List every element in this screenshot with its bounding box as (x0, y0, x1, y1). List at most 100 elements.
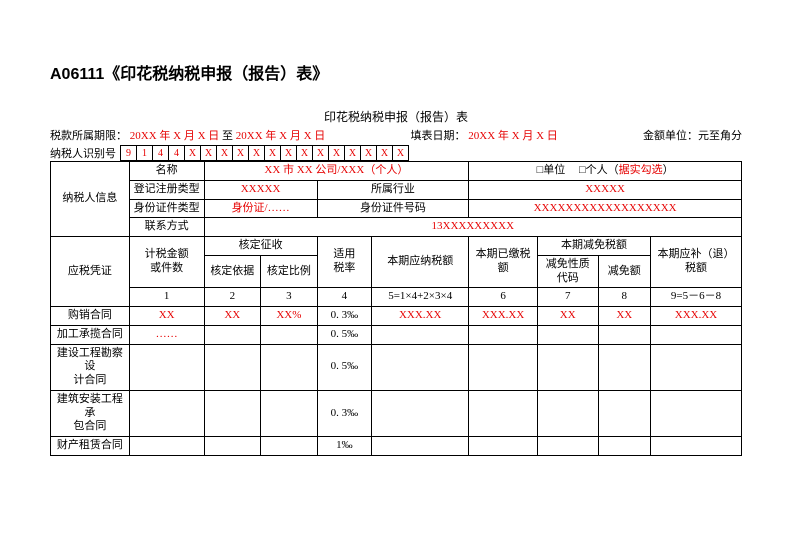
col-rate: 适用税率 (317, 237, 372, 288)
cell (204, 390, 261, 436)
fill-date-block: 填表日期： 20XX 年 X 月 X 日 (325, 127, 643, 143)
regtype-value: XXXXX (204, 180, 317, 199)
industry-label: 所属行业 (317, 180, 469, 199)
col-reduction-code: 减免性质代码 (537, 255, 598, 288)
col-voucher: 应税凭证 (51, 237, 130, 307)
table-row: 购销合同XXXXXX%0. 3‰XXX.XXXXX.XXXXXXXXX.XX (51, 307, 742, 326)
taxpayer-id-char: X (217, 145, 233, 161)
cell (261, 390, 318, 436)
taxpayer-id-char: X (265, 145, 281, 161)
regtype-label: 登记注册类型 (129, 180, 204, 199)
taxpayer-id-char: X (361, 145, 377, 161)
idtype-label: 身份证件类型 (129, 199, 204, 218)
idx-4: 4 (317, 288, 372, 307)
cell (204, 437, 261, 456)
cell (469, 437, 538, 456)
cell (372, 437, 469, 456)
period-block: 税款所属期限： 20XX 年 X 月 X 日 至 20XX 年 X 月 X 日 (50, 127, 325, 143)
cell (537, 390, 598, 436)
entity-type-cell: □单位 □个人（据实勾选） (469, 162, 742, 181)
taxpayer-id-char: X (281, 145, 297, 161)
taxpayer-id-char: X (313, 145, 329, 161)
cell: XXX.XX (372, 307, 469, 326)
taxpayer-id-char: X (345, 145, 361, 161)
idx-3: 3 (261, 288, 318, 307)
taxpayer-id-char: X (201, 145, 217, 161)
taxpayer-id-char: X (377, 145, 393, 161)
cell (261, 344, 318, 390)
col-reduction-code-text: 减免性质代码 (546, 258, 590, 284)
idx-1: 1 (129, 288, 204, 307)
subtitle: 印花税纳税申报（报告）表 (50, 108, 742, 125)
meta-row: 税款所属期限： 20XX 年 X 月 X 日 至 20XX 年 X 月 X 日 … (50, 127, 742, 143)
col-refund: 本期应补（退）税额 (651, 237, 742, 288)
idx-6: 6 (469, 288, 538, 307)
cell (598, 325, 651, 344)
col-paid: 本期已缴税额 (469, 237, 538, 288)
info-section-label: 纳税人信息 (51, 162, 130, 237)
cell (537, 344, 598, 390)
col-rate-text: 适用税率 (333, 248, 355, 274)
main-table: 纳税人信息 名称 XX 市 XX 公司/XXX（个人） □单位 □个人（据实勾选… (50, 161, 742, 456)
person-note: 据实勾选 (619, 164, 663, 176)
contact-label: 联系方式 (129, 218, 204, 237)
taxpayer-id-char: X (393, 145, 409, 161)
taxpayer-id-char: 9 (120, 145, 137, 161)
page-root: A06111《印花税纳税申报（报告）表》 印花税纳税申报（报告）表 税款所属期限… (0, 0, 792, 476)
cell (372, 344, 469, 390)
col-count-text: 计税金额或件数 (145, 248, 189, 274)
taxpayer-id-row: 纳税人识别号 9144XXXXXXXXXXXXXX (50, 145, 742, 161)
cell (651, 344, 742, 390)
cell (261, 325, 318, 344)
unit-checkbox[interactable]: □单位 (537, 164, 566, 176)
name-label: 名称 (129, 162, 204, 181)
idx-8: 8 (598, 288, 651, 307)
name-value: XX 市 XX 公司/XXX（个人） (204, 162, 469, 181)
idno-label: 身份证件号码 (317, 199, 469, 218)
col-approved-ratio: 核定比例 (261, 255, 318, 288)
cell: 购销合同 (51, 307, 130, 326)
cell (129, 390, 204, 436)
taxpayer-id-char: X (297, 145, 313, 161)
taxpayer-id-char: X (185, 145, 201, 161)
cell (651, 437, 742, 456)
cell: 0. 5‰ (317, 344, 372, 390)
cell (129, 344, 204, 390)
table-row: 财产租赁合同1‰ (51, 437, 742, 456)
table-row: 建设工程勘察设计合同0. 5‰ (51, 344, 742, 390)
cell: 0. 3‰ (317, 307, 372, 326)
taxpayer-id-char: 4 (169, 145, 185, 161)
cell (651, 325, 742, 344)
cell (372, 325, 469, 344)
cell (537, 437, 598, 456)
cell (204, 325, 261, 344)
cell: 建筑安装工程承包合同 (51, 390, 130, 436)
cell (598, 390, 651, 436)
cell (598, 437, 651, 456)
person-checkbox[interactable]: □个人（ (579, 164, 619, 176)
amount-unit: 金额单位：元至角分 (643, 127, 742, 143)
cell: 财产租赁合同 (51, 437, 130, 456)
col-reduction-amount: 减免额 (598, 255, 651, 288)
idno-value: XXXXXXXXXXXXXXXXXX (469, 199, 742, 218)
cell: XX (537, 307, 598, 326)
taxpayer-id-char: X (233, 145, 249, 161)
cell (469, 325, 538, 344)
col-reduction: 本期减免税额 (537, 237, 650, 256)
col-payable: 本期应纳税额 (372, 237, 469, 288)
idx-9: 9=5－6－8 (651, 288, 742, 307)
cell: 0. 5‰ (317, 325, 372, 344)
fill-date-label: 填表日期： (411, 130, 466, 142)
idx-5: 5=1×4+2×3×4 (372, 288, 469, 307)
cell: …… (129, 325, 204, 344)
period-to-date: 20XX 年 X 月 X 日 (236, 130, 326, 142)
col-count: 计税金额或件数 (129, 237, 204, 288)
table-row: 加工承揽合同……0. 5‰ (51, 325, 742, 344)
period-label: 税款所属期限： (50, 130, 127, 142)
cell: 0. 3‰ (317, 390, 372, 436)
cell (598, 344, 651, 390)
cell: XX (129, 307, 204, 326)
cell (129, 437, 204, 456)
taxpayer-id-char: X (249, 145, 265, 161)
taxpayer-id-boxes: 9144XXXXXXXXXXXXXX (120, 145, 409, 161)
